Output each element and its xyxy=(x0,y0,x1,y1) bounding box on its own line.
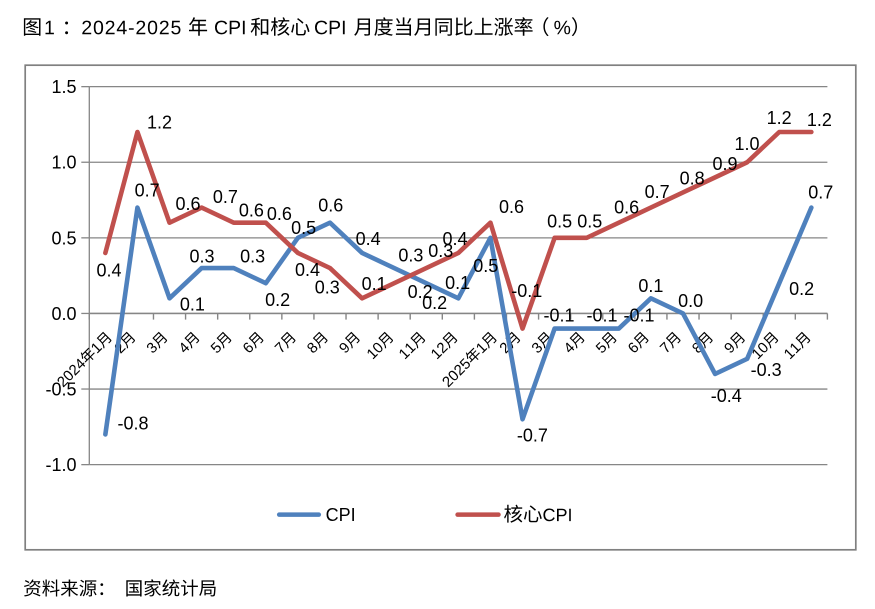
svg-text:1.0: 1.0 xyxy=(51,153,76,173)
svg-text:0.0: 0.0 xyxy=(51,304,76,324)
svg-text:-0.1: -0.1 xyxy=(511,281,542,301)
svg-text:-0.7: -0.7 xyxy=(517,425,548,445)
svg-text:0.6: 0.6 xyxy=(239,201,264,221)
svg-text:0.7: 0.7 xyxy=(213,187,238,207)
svg-text:0.7: 0.7 xyxy=(808,183,833,203)
svg-text:0.5: 0.5 xyxy=(547,212,572,232)
svg-text:0.3: 0.3 xyxy=(428,241,453,261)
svg-text:0.3: 0.3 xyxy=(189,246,214,266)
svg-text:0.7: 0.7 xyxy=(135,181,160,201)
svg-text:0.1: 0.1 xyxy=(445,273,470,293)
svg-text:0.6: 0.6 xyxy=(318,196,343,216)
svg-text:0.1: 0.1 xyxy=(638,276,663,296)
svg-text:0.4: 0.4 xyxy=(356,229,381,249)
svg-text:1.2: 1.2 xyxy=(807,110,832,130)
svg-text:-0.3: -0.3 xyxy=(751,360,782,380)
svg-text:0.5: 0.5 xyxy=(473,256,498,276)
svg-text:0.3: 0.3 xyxy=(315,277,340,297)
svg-text:0.2: 0.2 xyxy=(422,293,447,313)
svg-text:0.6: 0.6 xyxy=(267,204,292,224)
svg-text:0.6: 0.6 xyxy=(175,194,200,214)
svg-text:0.4: 0.4 xyxy=(442,229,467,249)
svg-text:-1.0: -1.0 xyxy=(45,455,76,475)
svg-text:0.2: 0.2 xyxy=(408,282,433,302)
svg-text:-0.1: -0.1 xyxy=(586,305,617,325)
svg-text:1.5: 1.5 xyxy=(51,77,76,97)
svg-text:-0.8: -0.8 xyxy=(117,414,148,434)
svg-text:1.0: 1.0 xyxy=(734,134,759,154)
svg-text:0.3: 0.3 xyxy=(398,245,423,265)
svg-text:0.5: 0.5 xyxy=(577,212,602,232)
svg-text:-0.4: -0.4 xyxy=(711,386,742,406)
svg-text:0.9: 0.9 xyxy=(712,154,737,174)
svg-text:0.7: 0.7 xyxy=(645,182,670,202)
svg-text:-0.5: -0.5 xyxy=(45,380,76,400)
svg-text:0.2: 0.2 xyxy=(789,279,814,299)
svg-text:0.8: 0.8 xyxy=(680,168,705,188)
svg-text:0.1: 0.1 xyxy=(180,294,205,314)
svg-text:0.3: 0.3 xyxy=(240,246,265,266)
svg-text:0.4: 0.4 xyxy=(295,260,320,280)
svg-text:0.6: 0.6 xyxy=(499,197,524,217)
svg-text:0.1: 0.1 xyxy=(362,274,387,294)
svg-text:0.6: 0.6 xyxy=(614,198,639,218)
svg-text:0.2: 0.2 xyxy=(265,290,290,310)
svg-text:1.2: 1.2 xyxy=(767,108,792,128)
svg-text:-0.1: -0.1 xyxy=(623,305,654,325)
svg-text:0.0: 0.0 xyxy=(678,291,703,311)
svg-text:0.5: 0.5 xyxy=(51,228,76,248)
svg-text:0.5: 0.5 xyxy=(291,218,316,238)
svg-text:-0.1: -0.1 xyxy=(543,305,574,325)
svg-text:CPI: CPI xyxy=(326,505,356,525)
svg-text:1.2: 1.2 xyxy=(147,113,172,133)
svg-text:0.4: 0.4 xyxy=(96,261,121,281)
